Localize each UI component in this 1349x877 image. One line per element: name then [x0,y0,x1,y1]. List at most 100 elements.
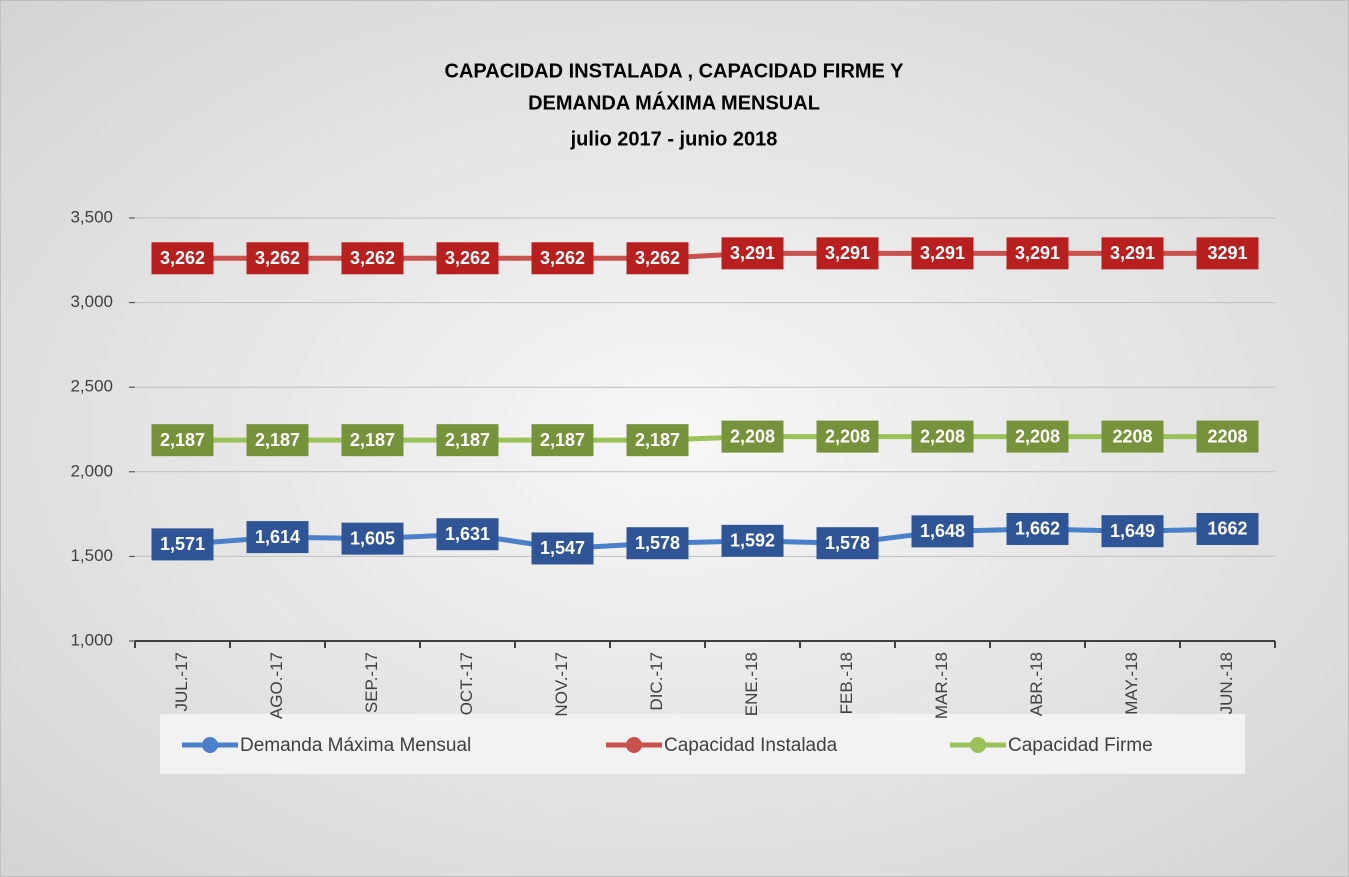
data-label: 2,187 [255,430,300,450]
y-tick-label: 3,500 [70,207,113,226]
chart-subtitle: julio 2017 - junio 2018 [570,128,778,150]
x-tick-label: ABR.-18 [1027,652,1046,716]
data-label: 1,662 [1015,519,1060,539]
data-label-box [341,242,404,275]
data-label: 3291 [1207,243,1247,263]
y-tick-label: 3,000 [70,292,113,311]
x-tick-label: FEB.-18 [837,652,856,714]
data-label: 3,291 [825,243,870,263]
data-label-box [626,424,689,457]
data-label-box [816,527,879,560]
data-label-box [721,420,784,453]
data-label-box [246,424,309,457]
data-label: 2,187 [445,430,490,450]
data-label: 3,291 [920,243,965,263]
data-label-box [436,518,499,551]
y-tick-label: 2,500 [70,377,113,396]
data-label-box [1101,237,1164,270]
data-label: 3,262 [255,248,300,268]
x-tick-label: NOV.-17 [552,652,571,717]
legend [160,714,1245,774]
legend-marker [970,737,986,753]
data-label-box [721,524,784,557]
data-label: 3,262 [445,248,490,268]
data-label-box [151,242,214,275]
x-tick-label: ENE.-18 [742,652,761,716]
data-label-box [1101,515,1164,548]
data-label-box [911,237,974,270]
x-tick-label: SEP.-17 [362,652,381,713]
data-label: 3,262 [160,248,205,268]
data-label-box [1196,420,1259,453]
data-label: 1,578 [635,533,680,553]
data-label: 2,208 [730,426,775,446]
x-tick-label: JUL.-17 [172,652,191,712]
legend-marker [202,737,218,753]
data-label-box [531,532,594,565]
data-label: 1,605 [350,528,395,548]
x-tick-label: JUN.-18 [1217,652,1236,714]
data-label-box [531,242,594,275]
data-label: 3,262 [635,248,680,268]
y-tick-label: 2,000 [70,461,113,480]
data-label: 2208 [1112,426,1152,446]
data-label: 2,208 [920,426,965,446]
legend-label: Demanda Máxima Mensual [240,735,471,756]
legend-label: Capacidad Instalada [664,735,838,756]
data-label: 1,592 [730,531,775,551]
data-label-box [911,515,974,548]
data-label-box [246,242,309,275]
data-label: 1,614 [255,527,300,547]
data-label-box [721,237,784,270]
data-label-box [151,528,214,561]
data-label-box [1101,420,1164,453]
data-label: 2,187 [160,430,205,450]
data-label-box [626,527,689,560]
data-label-box [1006,512,1069,545]
data-label-box [816,420,879,453]
legend-label: Capacidad Firme [1008,735,1153,756]
data-label-box [1196,512,1259,545]
x-tick-label: OCT.-17 [457,652,476,715]
data-label-box [626,242,689,275]
data-label-box [341,424,404,457]
data-label: 3,262 [350,248,395,268]
x-tick-label: MAY.-18 [1122,652,1141,715]
data-label: 1,648 [920,521,965,541]
data-label-box [246,521,309,554]
chart-title: DEMANDA MÁXIMA MENSUAL [528,91,820,114]
data-label: 3,291 [1015,243,1060,263]
legend-marker [626,737,642,753]
x-tick-label: MAR.-18 [932,652,951,719]
data-label-box [531,424,594,457]
data-label-box [151,424,214,457]
data-label-box [1006,420,1069,453]
data-label: 1,571 [160,534,205,554]
chart-title: CAPACIDAD INSTALADA , CAPACIDAD FIRME Y [445,60,905,82]
data-label-box [436,424,499,457]
data-label: 2,208 [825,426,870,446]
data-label-box [816,237,879,270]
data-label: 1,649 [1110,521,1155,541]
data-label: 3,291 [1110,243,1155,263]
data-label: 2208 [1207,426,1247,446]
data-label: 3,262 [540,248,585,268]
data-label-box [1196,237,1259,270]
y-tick-label: 1,500 [70,546,113,565]
data-label-box [1006,237,1069,270]
data-label: 1,547 [540,538,585,558]
y-tick-label: 1,000 [70,630,113,649]
data-label: 3,291 [730,243,775,263]
x-tick-label: AGO.-17 [267,652,286,719]
data-label-box [911,420,974,453]
x-tick-label: DIC.-17 [647,652,666,711]
data-label: 1,578 [825,533,870,553]
data-label: 2,187 [350,430,395,450]
data-label: 2,187 [540,430,585,450]
data-label: 2,187 [635,430,680,450]
data-label: 2,208 [1015,426,1060,446]
data-label: 1,631 [445,524,490,544]
data-label: 1662 [1207,519,1247,539]
data-label-box [341,522,404,555]
